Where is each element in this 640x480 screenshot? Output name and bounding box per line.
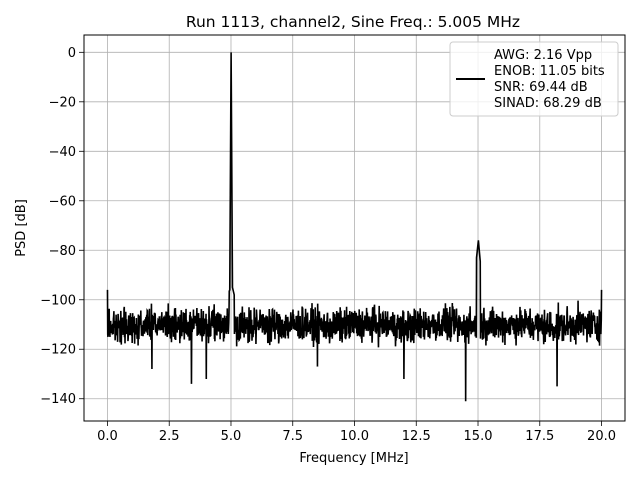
x-tick-label: 7.5 <box>282 429 303 444</box>
legend-line-sinad: SINAD: 68.29 dB <box>494 96 602 111</box>
y-tick-label: −60 <box>49 194 76 209</box>
legend-box <box>449 41 619 117</box>
y-tick-label: −100 <box>40 293 76 308</box>
y-axis-label: PSD [dB] <box>14 199 29 257</box>
x-tick-label: 17.5 <box>525 429 554 444</box>
psd-series-line <box>106 52 603 402</box>
x-tick-label: 2.5 <box>159 429 180 444</box>
y-tick-label: −20 <box>49 95 76 110</box>
legend: AWG: 2.16 Vpp ENOB: 11.05 bits SNR: 69.4… <box>449 41 619 117</box>
y-tick-label: 0 <box>68 46 76 61</box>
plot-area <box>106 52 603 402</box>
legend-line-awg: AWG: 2.16 Vpp <box>494 48 592 63</box>
x-tick-label: 5.0 <box>221 429 242 444</box>
x-tick-label: 15.0 <box>464 429 493 444</box>
x-axis-ticks: 0.0 2.5 5.0 7.5 10.0 12.5 15.0 17.5 20.0 <box>97 421 616 444</box>
x-tick-label: 12.5 <box>402 429 431 444</box>
x-axis-label: Frequency [MHz] <box>299 451 408 466</box>
y-axis-ticks: 0 −20 −40 −60 −80 −100 −120 −140 <box>40 46 84 407</box>
legend-line-enob: ENOB: 11.05 bits <box>494 64 605 79</box>
y-tick-label: −40 <box>49 145 76 160</box>
legend-line-snr: SNR: 69.44 dB <box>494 80 588 95</box>
chart-title: Run 1113, channel2, Sine Freq.: 5.005 MH… <box>186 13 520 31</box>
x-tick-label: 10.0 <box>340 429 369 444</box>
x-tick-label: 0.0 <box>97 429 118 444</box>
y-tick-label: −80 <box>49 244 76 259</box>
x-tick-label: 20.0 <box>587 429 616 444</box>
y-tick-label: −140 <box>40 392 76 407</box>
y-tick-label: −120 <box>40 343 76 358</box>
